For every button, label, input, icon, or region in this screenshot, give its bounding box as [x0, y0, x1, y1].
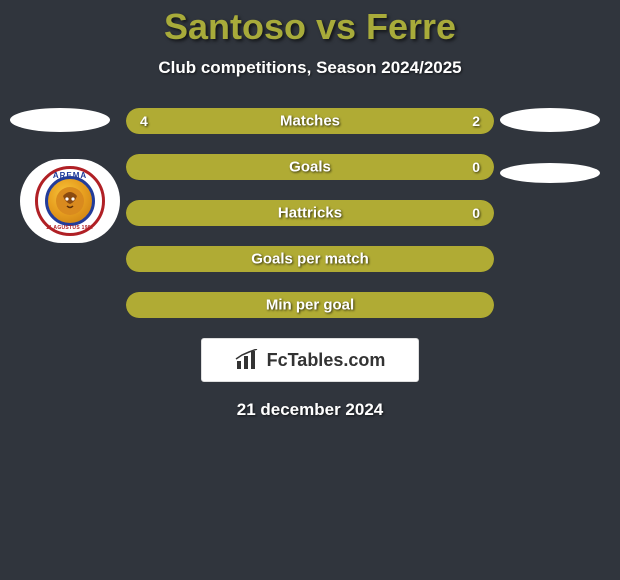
- stat-label: Hattricks: [126, 205, 494, 222]
- bar-chart-icon: [235, 349, 261, 371]
- brand-text: FcTables.com: [267, 350, 386, 371]
- stat-right-value: 0: [472, 205, 480, 221]
- footer-date: 21 december 2024: [0, 400, 620, 420]
- stat-label: Goals: [126, 159, 494, 176]
- stat-row-mpg: Min per goal: [126, 292, 494, 318]
- stat-row-matches: 4 Matches 2: [126, 108, 494, 134]
- stat-rows: 4 Matches 2 Goals 0 Hattricks 0 Goals pe…: [126, 108, 494, 318]
- footer-brand-box: FcTables.com: [201, 338, 419, 382]
- stat-label: Min per goal: [126, 297, 494, 314]
- content-layout: AREMA 11 AGUSTUS 1987 4: [0, 108, 620, 420]
- crest-ring: AREMA 11 AGUSTUS 1987: [35, 166, 105, 236]
- crest-date: 11 AGUSTUS 1987: [38, 225, 102, 231]
- right-player-ellipse-2: [500, 163, 600, 183]
- infographic-root: Santoso vs Ferre Club competitions, Seas…: [0, 0, 620, 420]
- stat-row-goals: Goals 0: [126, 154, 494, 180]
- stat-row-gpm: Goals per match: [126, 246, 494, 272]
- page-title: Santoso vs Ferre: [0, 6, 620, 48]
- lion-icon: [53, 184, 87, 218]
- right-player-ellipse-1: [500, 108, 600, 132]
- page-subtitle: Club competitions, Season 2024/2025: [0, 58, 620, 78]
- team-crest: AREMA 11 AGUSTUS 1987: [20, 159, 120, 243]
- stat-row-hattricks: Hattricks 0: [126, 200, 494, 226]
- left-player-ellipse-1: [10, 108, 110, 132]
- stat-label: Goals per match: [126, 251, 494, 268]
- stat-label: Matches: [126, 113, 494, 130]
- stat-right-value: 2: [472, 113, 480, 129]
- stat-right-value: 0: [472, 159, 480, 175]
- crest-core: [45, 176, 95, 226]
